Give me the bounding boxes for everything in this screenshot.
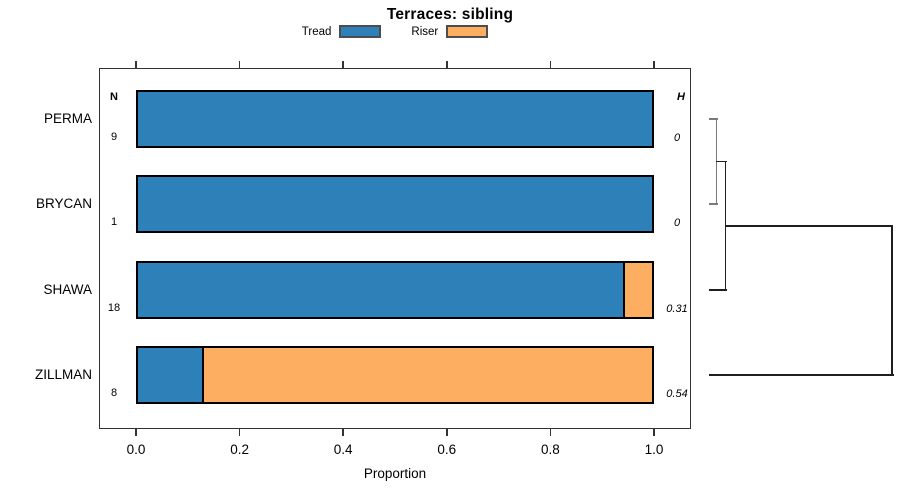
bar-brycan [136, 175, 654, 233]
x-axis-tick-top [446, 61, 448, 68]
category-label-shawa: SHAWA [43, 282, 92, 297]
legend-item-tread: Tread [302, 25, 382, 38]
x-axis-tick-top [135, 61, 137, 68]
x-axis-tick-bottom [342, 429, 344, 436]
legend: Tread Riser [99, 25, 691, 38]
dendrogram-segment [709, 203, 718, 205]
x-axis-title: Proportion [363, 466, 427, 481]
legend-swatch-tread-icon [339, 25, 382, 38]
bar-zillman [136, 346, 654, 404]
legend-swatch-riser-icon [446, 25, 489, 38]
n-value-shawa: 18 [107, 302, 121, 314]
n-value-brycan: 1 [110, 216, 118, 228]
x-axis-tick-bottom [238, 429, 241, 436]
x-axis-tick-top [342, 61, 344, 68]
h-value-brycan: 0 [673, 217, 681, 229]
x-axis-tick-top [238, 61, 241, 68]
x-axis-tick-bottom [446, 429, 448, 436]
x-axis-tick-top [653, 61, 655, 68]
n-column-header: N [110, 91, 118, 103]
dendrogram-segment [716, 160, 727, 163]
bar-segment-tread [138, 263, 624, 317]
dendrogram-segment [709, 289, 727, 291]
n-value-zillman: 8 [110, 387, 118, 399]
x-tick-label: 0.0 [126, 442, 146, 457]
category-label-brycan: BRYCAN [35, 196, 92, 211]
h-value-perma: 0 [673, 132, 681, 144]
bar-segment-riser [623, 263, 652, 317]
dendrogram-segment [709, 374, 894, 376]
bar-perma [136, 90, 654, 148]
x-tick-label: 0.2 [230, 442, 249, 457]
chart-title: Terraces: sibling [386, 6, 514, 23]
n-value-perma: 9 [110, 131, 118, 143]
bar-segment-riser [202, 348, 652, 402]
dendrogram-segment [709, 118, 718, 120]
x-tick-label: 0.8 [541, 442, 560, 457]
dendrogram-segment [725, 225, 894, 227]
x-tick-label: 1.0 [644, 442, 664, 457]
x-axis-tick-bottom [549, 429, 552, 436]
plot-area [99, 68, 691, 429]
category-label-perma: PERMA [43, 111, 92, 126]
x-axis-tick-bottom [135, 429, 137, 436]
h-column-header: H [677, 91, 685, 103]
x-tick-label: 0.4 [333, 442, 353, 457]
h-value-shawa: 0.31 [666, 303, 688, 315]
legend-label-tread: Tread [301, 25, 332, 38]
category-label-zillman: ZILLMAN [34, 367, 92, 382]
h-value-zillman: 0.54 [666, 388, 688, 400]
legend-label-riser: Riser [411, 25, 439, 38]
bar-segment-tread [138, 177, 652, 231]
bar-segment-tread [138, 92, 652, 146]
bar-segment-tread [138, 348, 203, 402]
x-tick-label: 0.6 [437, 442, 457, 457]
x-axis-tick-top [549, 61, 552, 68]
legend-item-riser: Riser [411, 25, 489, 38]
x-axis-tick-bottom [653, 429, 655, 436]
dendrogram-segment [891, 225, 893, 376]
bar-shawa [136, 261, 654, 319]
